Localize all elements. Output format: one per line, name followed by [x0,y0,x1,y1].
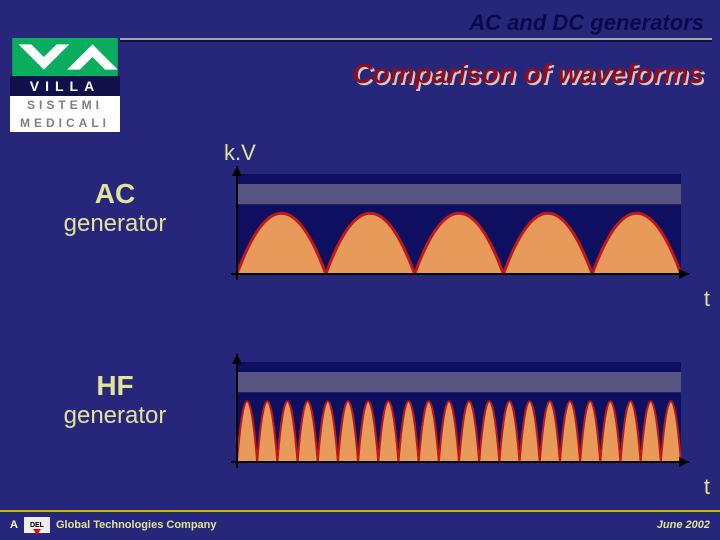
subtitle: Comparison of waveforms [352,58,704,90]
hf-title: HF [40,370,190,402]
footer-a: A [10,519,18,531]
logo-villa-text: VILLA [10,76,120,96]
hf-sub: generator [40,402,190,430]
ac-generator-label: AC generator [40,178,190,238]
hf-time-axis-label: t [704,474,710,500]
hf-waveform-chart [219,354,689,468]
footer-company: Global Technologies Company [56,519,217,531]
footer-logo-icon: DEL [24,517,50,533]
ac-sub: generator [40,210,190,238]
header: AC and DC generators [469,10,704,36]
footer: A DEL Global Technologies Company June 2… [0,514,720,536]
ac-time-axis-label: t [704,286,710,312]
footer-date: June 2002 [657,519,710,531]
ac-waveform-chart [219,166,689,280]
ac-title: AC [40,178,190,210]
header-title: AC and DC generators [469,10,704,36]
kv-axis-label: k.V [224,140,256,166]
footer-rule [0,510,720,512]
hf-generator-label: HF generator [40,370,190,430]
logo-mark [10,38,120,76]
footer-left: A DEL Global Technologies Company [10,517,217,533]
slide: AC and DC generators Comparison of wavef… [0,0,720,540]
logo-line1: SISTEMI [10,96,120,114]
logo-line2: MEDICALI [10,114,120,132]
header-rule [120,38,712,42]
brand-logo: VILLA SISTEMI MEDICALI [10,38,120,132]
